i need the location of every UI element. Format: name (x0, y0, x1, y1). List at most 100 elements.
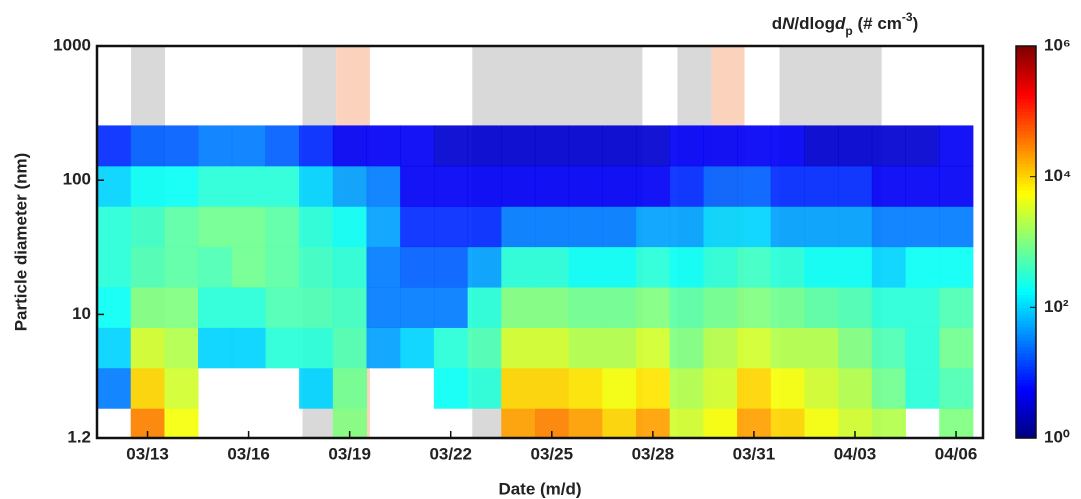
colorbar-label-part: d (772, 14, 782, 33)
colorbar-swatch (1016, 160, 1036, 165)
heatmap-cell (871, 327, 907, 369)
heatmap-cell (164, 206, 199, 248)
colorbar-swatch (1016, 228, 1036, 233)
colorbar-swatch (1016, 284, 1036, 289)
heatmap-cell (265, 327, 300, 369)
heatmap-cell (332, 327, 368, 369)
heatmap-cell (130, 367, 165, 409)
colorbar-swatch (1016, 431, 1036, 436)
colorbar-swatch (1016, 137, 1036, 142)
heatmap-cell (164, 327, 199, 369)
heatmap-cell (838, 165, 873, 207)
colorbar-swatch (1016, 297, 1036, 302)
heatmap-cell (433, 327, 469, 369)
heatmap-cell (231, 246, 266, 288)
heatmap-cell (130, 246, 165, 288)
heatmap-cell (804, 125, 839, 167)
x-tick-label: 03/31 (733, 444, 776, 463)
y-axis-label: Particle diameter (nm) (11, 153, 30, 332)
heatmap-cell (703, 125, 738, 167)
colorbar-swatch (1016, 179, 1036, 184)
heatmap-cell (299, 367, 334, 409)
colorbar-swatch (1016, 163, 1036, 168)
colorbar-swatch (1016, 258, 1036, 263)
heatmap-cell (636, 287, 671, 328)
heatmap-cell (703, 246, 738, 288)
colorbar-swatch (1016, 402, 1036, 406)
colorbar-swatch (1016, 310, 1036, 315)
heatmap-cell (97, 287, 132, 328)
heatmap-cell (770, 206, 805, 248)
heatmap-cell (770, 165, 805, 207)
colorbar-swatch (1016, 215, 1036, 220)
heatmap-cell (534, 287, 570, 328)
heatmap-cell (871, 246, 907, 288)
heatmap-cell (737, 287, 772, 328)
heatmap-cell (130, 327, 165, 369)
heatmap-cell (737, 125, 772, 167)
heatmap-cell (636, 246, 671, 288)
heatmap-cell (501, 408, 536, 438)
x-tick-label: 03/22 (429, 444, 472, 463)
colorbar-swatch (1016, 349, 1036, 354)
heatmap-cell (164, 125, 199, 167)
heatmap-cell (737, 165, 772, 207)
colorbar-swatch (1016, 114, 1036, 119)
heatmap-cell (669, 125, 704, 167)
heatmap-cell (838, 125, 873, 167)
heatmap-cell (770, 327, 805, 369)
heatmap-cell (198, 125, 233, 167)
heatmap-cell (501, 246, 536, 288)
colorbar-label: dN/dlogdp (# cm-3) (772, 10, 919, 38)
x-tick-label: 03/16 (227, 444, 270, 463)
heatmap-cell (602, 327, 637, 369)
colorbar-swatch (1016, 418, 1036, 423)
colorbar-swatch (1016, 379, 1036, 384)
heatmap-cell (366, 287, 401, 328)
heatmap-cell (838, 206, 873, 248)
heatmap-cell (636, 367, 671, 409)
heatmap-cell (332, 367, 368, 409)
colorbar-swatch (1016, 271, 1036, 276)
colorbar-frame (1015, 45, 1037, 439)
heatmap-cell (198, 287, 233, 328)
heatmap-cell (130, 125, 165, 167)
colorbar-swatch (1016, 366, 1036, 370)
heatmap-cell (467, 327, 502, 369)
x-tick-label: 03/28 (632, 444, 675, 463)
heatmap-cell (366, 206, 401, 248)
heatmap-cell (602, 367, 637, 409)
heatmap-cell (770, 246, 805, 288)
colorbar-swatch (1016, 108, 1036, 112)
heatmap-cell (568, 165, 603, 207)
heatmap-cell (838, 327, 873, 369)
colorbar-label-part: -3 (902, 10, 913, 24)
heatmap-cell (737, 367, 772, 409)
colorbar-swatch (1016, 101, 1036, 106)
heatmap-cell (804, 165, 839, 207)
heatmap-cell (871, 165, 907, 207)
heatmap-cell (568, 287, 603, 328)
heatmap-cell (636, 206, 671, 248)
heatmap-cell (366, 125, 401, 167)
colorbar-swatch (1016, 389, 1036, 393)
colorbar-swatch (1016, 91, 1036, 96)
colorbar-tick-label: 10² (1044, 297, 1069, 316)
colorbar-swatch (1016, 166, 1036, 171)
colorbar-swatch (1016, 147, 1036, 152)
colorbar-swatch (1016, 62, 1036, 67)
heatmap-cell (669, 287, 704, 328)
colorbar-swatch (1016, 287, 1036, 292)
heatmap-cell (366, 246, 401, 288)
colorbar-swatch (1016, 405, 1036, 410)
heatmap-cell (299, 125, 334, 167)
colorbar-swatch (1016, 317, 1036, 321)
colorbar-swatch (1016, 323, 1036, 328)
colorbar-swatch (1016, 52, 1036, 57)
heatmap-cell (534, 246, 570, 288)
colorbar-swatch (1016, 98, 1036, 103)
heatmap-cell (501, 165, 536, 207)
colorbar-swatch (1016, 134, 1036, 139)
colorbar-swatch (1016, 127, 1036, 132)
heatmap-cell (164, 408, 199, 438)
